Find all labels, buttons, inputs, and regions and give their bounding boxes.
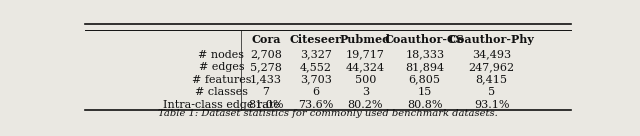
Text: # classes: # classes: [195, 87, 248, 97]
Text: 19,717: 19,717: [346, 50, 385, 60]
Text: 80.2%: 80.2%: [348, 100, 383, 110]
Text: Table 1: Dataset statistics for commonly used benchmark datasets.: Table 1: Dataset statistics for commonly…: [158, 109, 498, 118]
Text: 6: 6: [312, 87, 319, 97]
Text: Pubmed: Pubmed: [340, 34, 390, 45]
Text: # features: # features: [191, 75, 251, 85]
Text: 3: 3: [362, 87, 369, 97]
Text: # edges: # edges: [198, 62, 244, 72]
Text: 247,962: 247,962: [468, 62, 515, 72]
Text: 1,433: 1,433: [250, 75, 282, 85]
Text: 7: 7: [262, 87, 269, 97]
Text: 5,278: 5,278: [250, 62, 282, 72]
Text: 44,324: 44,324: [346, 62, 385, 72]
Text: 93.1%: 93.1%: [474, 100, 509, 110]
Text: 15: 15: [417, 87, 432, 97]
Text: 4,552: 4,552: [300, 62, 332, 72]
Text: # nodes: # nodes: [198, 50, 244, 60]
Text: 5: 5: [488, 87, 495, 97]
Text: Coauthor-CS: Coauthor-CS: [385, 34, 465, 45]
Text: 34,493: 34,493: [472, 50, 511, 60]
Text: 18,333: 18,333: [405, 50, 444, 60]
Text: Intra-class edge rate: Intra-class edge rate: [163, 100, 280, 110]
Text: Citeseer: Citeseer: [290, 34, 342, 45]
Text: Coauthor-Phy: Coauthor-Phy: [449, 34, 534, 45]
Text: 73.6%: 73.6%: [298, 100, 333, 110]
Text: 6,805: 6,805: [409, 75, 441, 85]
Text: 8,415: 8,415: [476, 75, 508, 85]
Text: 80.8%: 80.8%: [407, 100, 442, 110]
Text: 81,894: 81,894: [405, 62, 444, 72]
Text: 2,708: 2,708: [250, 50, 282, 60]
Text: 81.0%: 81.0%: [248, 100, 284, 110]
Text: 3,703: 3,703: [300, 75, 332, 85]
Text: 500: 500: [355, 75, 376, 85]
Text: Cora: Cora: [252, 34, 281, 45]
Text: 3,327: 3,327: [300, 50, 332, 60]
